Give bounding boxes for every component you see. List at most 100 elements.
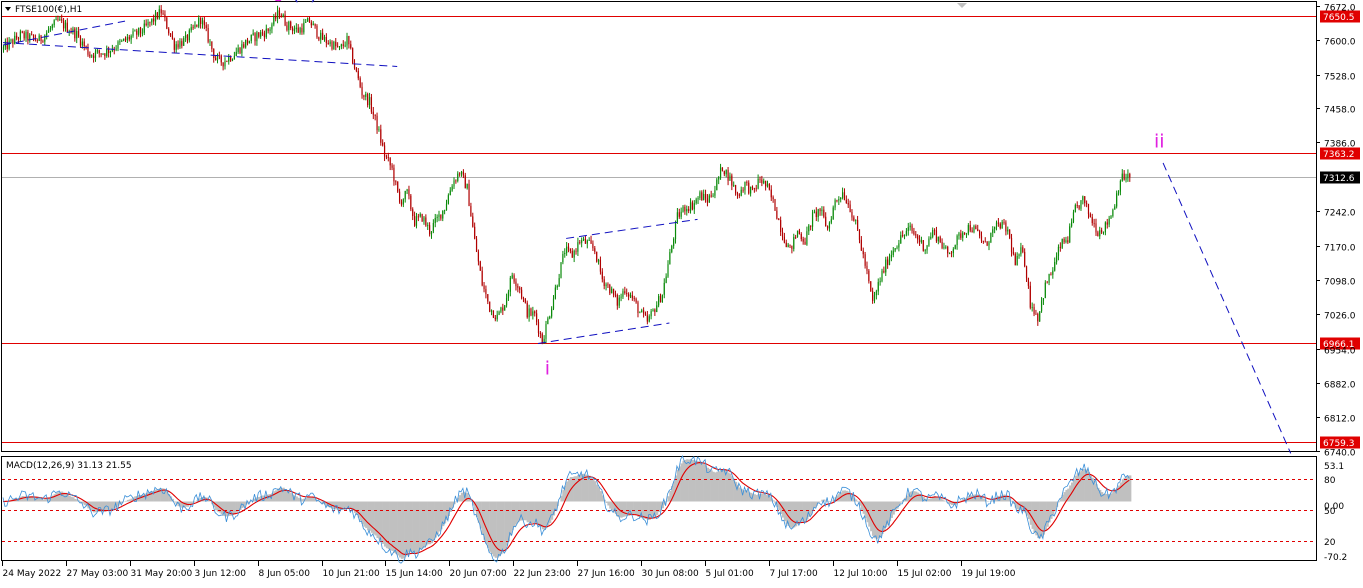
candle-body [487, 294, 488, 301]
wave-label-annotation: (ii) ? [292, 0, 334, 5]
macd-histogram-bar [667, 496, 669, 501]
candle-body [831, 219, 832, 222]
candle-body [994, 227, 995, 230]
candle-body [423, 217, 424, 221]
candle-body [729, 176, 730, 181]
candle-body [829, 223, 830, 229]
candle-body [519, 288, 520, 290]
time-axis-label: 15 Jul 02:00 [898, 569, 952, 579]
candle-body [778, 219, 779, 220]
macd-histogram-bar [69, 496, 71, 502]
candle-body [943, 247, 944, 248]
candle-body [928, 239, 929, 246]
candle-body [286, 25, 287, 30]
candle-body [816, 212, 817, 217]
candle-body [1033, 307, 1034, 314]
macd-histogram-bar [574, 476, 576, 501]
candle-body [153, 19, 154, 22]
candle-body [739, 194, 740, 195]
candle-body [1022, 247, 1023, 252]
macd-histogram-bar [311, 497, 313, 501]
macd-histogram-bar [1032, 501, 1034, 528]
candle-body [322, 33, 323, 40]
macd-histogram-bar [360, 501, 362, 520]
candle-body [724, 171, 725, 174]
macd-histogram-bar [1101, 492, 1103, 501]
candle-body [1075, 205, 1076, 212]
candle-body [983, 241, 984, 242]
candle-body [313, 24, 314, 26]
level-price-label: 6759.3 [1323, 439, 1355, 449]
candle-body [382, 143, 383, 146]
macd-histogram-bar [876, 501, 878, 539]
macd-histogram-bar [74, 499, 76, 502]
macd-histogram-bar [596, 485, 598, 502]
candle-body [67, 23, 68, 32]
candle-body [598, 260, 599, 262]
candle-body [155, 13, 156, 22]
macd-histogram-bar [709, 469, 711, 502]
candle-body [910, 226, 911, 228]
macd-histogram-bar [412, 501, 414, 552]
candle-body [870, 281, 871, 291]
candle-body [735, 185, 736, 193]
candle-body [673, 239, 674, 246]
candle-body [955, 245, 956, 249]
macd-histogram-bar [722, 470, 724, 502]
candle-body [299, 28, 300, 33]
candle-body [667, 264, 668, 276]
candle-body [808, 225, 809, 231]
candle-body [557, 286, 558, 288]
macd-histogram-bar [983, 498, 985, 501]
candle-body [1124, 174, 1125, 180]
macd-histogram-bar [517, 501, 519, 522]
candle-body [1052, 271, 1053, 275]
macd-histogram-bar [754, 494, 756, 501]
candle-body [975, 226, 976, 229]
candle-body [868, 271, 869, 281]
macd-histogram-bar [575, 476, 577, 501]
candle-body [583, 239, 584, 240]
candle-body [566, 247, 567, 253]
macd-histogram-bar [70, 497, 72, 502]
candle-body [773, 197, 774, 199]
candle-body [600, 260, 601, 272]
candle-body [1097, 232, 1098, 236]
candle-body [776, 211, 777, 219]
macd-histogram-bar [307, 497, 309, 501]
candle-body [367, 94, 368, 105]
candle-body [425, 217, 426, 225]
candle-body [737, 193, 738, 194]
candle-body [692, 202, 693, 209]
candle-body [977, 229, 978, 231]
candle-body [893, 251, 894, 255]
candle-body [720, 167, 721, 177]
candle-body [1109, 219, 1110, 225]
candle-body [1099, 230, 1100, 236]
macd-histogram-bar [510, 501, 512, 535]
candle-body [786, 243, 787, 247]
candle-body [373, 112, 374, 115]
candle-body [919, 239, 920, 242]
macd-histogram-bar [487, 501, 489, 547]
candle-body [1079, 206, 1080, 209]
candle-body [904, 235, 905, 236]
candle-body [305, 22, 306, 23]
time-axis-label: 12 Jul 10:00 [834, 569, 888, 579]
candle-body [330, 42, 331, 44]
candle-body [1129, 174, 1130, 177]
macd-histogram-bar [1122, 479, 1124, 501]
candle-body [397, 182, 398, 192]
candle-body [1018, 254, 1019, 256]
candle-body [204, 20, 205, 25]
candle-body [311, 22, 312, 25]
macd-histogram-bar [127, 500, 129, 502]
candle-body [913, 231, 914, 234]
macd-histogram-bar [943, 501, 945, 502]
candle-body [391, 165, 392, 167]
candle-body [318, 37, 319, 39]
candle-body [268, 29, 269, 31]
candle-body [517, 286, 518, 287]
candle-body [712, 196, 713, 197]
